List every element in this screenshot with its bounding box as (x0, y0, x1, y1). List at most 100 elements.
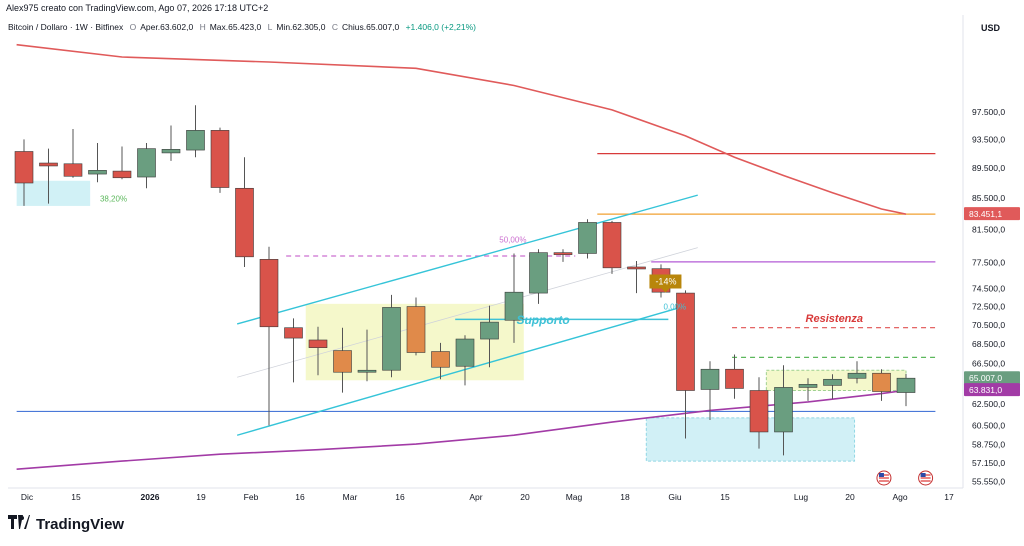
y-tick-label-3: 85.500,0 (972, 193, 1005, 203)
candle-body (823, 378, 842, 386)
currency-label: USD (981, 23, 1001, 33)
badge-65007: 65.007,0 (969, 373, 1002, 383)
candle-week-11 (284, 318, 303, 383)
candle-week-7 (186, 105, 205, 158)
x-tick-label-3: 19 (196, 492, 206, 502)
candle-body (700, 368, 720, 390)
candle-week-14 (357, 329, 377, 382)
y-tick-label-2: 89.500,0 (972, 163, 1005, 173)
y-tick-label-0: 97.500,0 (972, 107, 1005, 117)
candle-body (14, 151, 34, 184)
tradingview-logo[interactable]: TradingView (8, 515, 124, 533)
candle-week-32 (798, 378, 818, 401)
candle-week-15 (382, 294, 401, 378)
open-value: Aper.63.602,0 (140, 22, 194, 32)
x-tick-label-9: 20 (520, 492, 530, 502)
candle-body (186, 130, 205, 151)
channel-upper-line (236, 194, 698, 325)
x-tick-label-5: 16 (295, 492, 305, 502)
candle-body (137, 148, 156, 178)
candle-week-35 (872, 369, 891, 401)
change-value: +1.406,0 (+2,21%) (405, 22, 476, 32)
candle-body (455, 338, 475, 367)
candle-week-13 (333, 327, 352, 393)
candle-week-30 (749, 377, 769, 449)
close-label: C (331, 22, 339, 32)
y-tick-label-1: 93.500,0 (972, 134, 1005, 144)
callout-box (649, 274, 682, 293)
low-label: L (267, 22, 273, 32)
open-label: O (129, 22, 137, 32)
y-tick-label-13: 58.750,0 (972, 440, 1005, 450)
candle-body (798, 384, 818, 388)
flag-canton (878, 473, 884, 477)
tradingview-logo-icon (8, 515, 30, 533)
candle-week-25 (627, 261, 646, 294)
candle-week-12 (308, 326, 328, 376)
x-tick-label-10: Mag (566, 492, 583, 502)
x-tick-label-16: Ago (892, 492, 907, 502)
y-tick-label-8: 70.500,0 (972, 320, 1005, 330)
x-tick-label-12: Giu (668, 492, 682, 502)
badge-63831-bg (964, 383, 1020, 397)
candle-body (63, 163, 83, 177)
candle-body (847, 372, 867, 379)
candle-week-27 (676, 290, 695, 439)
x-tick-label-0: Dic (21, 492, 34, 502)
candle-body (259, 259, 279, 328)
candle-week-20 (504, 253, 524, 343)
candle-week-8 (210, 127, 230, 193)
candle-body (431, 351, 450, 368)
candle-body (529, 252, 548, 294)
y-tick-label-14: 57.150,0 (972, 458, 1005, 468)
x-tick-label-4: Feb (244, 492, 259, 502)
y-tick-label-11: 62.500,0 (972, 399, 1005, 409)
candle-week-22 (553, 249, 573, 262)
candle-week-17 (431, 342, 450, 380)
label-0-00: 0,00% (663, 302, 686, 311)
candle-week-10 (259, 246, 279, 426)
badge-83451-bg (964, 207, 1020, 221)
low-value: Min.62.305,0 (276, 22, 326, 32)
y-tick-label-9: 68.500,0 (972, 339, 1005, 349)
x-tick-label-8: Apr (469, 492, 482, 502)
candle-body (161, 149, 181, 154)
candle-body (896, 377, 916, 393)
x-tick-label-17: 17 (944, 492, 954, 502)
candle-body (235, 187, 254, 258)
candle-body (284, 327, 303, 339)
candle-body (210, 130, 230, 188)
x-tick-label-6: Mar (343, 492, 358, 502)
candle-body (333, 350, 352, 373)
candle-body (308, 339, 328, 348)
candle-body (676, 292, 695, 391)
candle-week-3 (88, 142, 107, 183)
callout-label: -14% (655, 277, 676, 287)
candle-week-5 (137, 142, 156, 189)
y-tick-label-10: 66.500,0 (972, 358, 1005, 368)
label-38-20: 38,20% (100, 194, 127, 203)
x-tick-label-1: 15 (71, 492, 81, 502)
candle-week-19 (480, 305, 499, 368)
badge-63831: 63.831,0 (969, 385, 1002, 395)
candle-week-36 (896, 374, 916, 407)
symbol-name[interactable]: Bitcoin / Dollaro · 1W · Bitfinex (8, 22, 124, 32)
candle-week-9 (235, 157, 254, 267)
candle-week-23 (578, 219, 597, 259)
flag-canton (920, 473, 926, 477)
x-tick-label-15: 20 (845, 492, 855, 502)
candle-body (39, 162, 58, 167)
candle-body (88, 170, 107, 175)
candle-body (872, 372, 891, 392)
label-supporto: Supporto (516, 313, 569, 327)
zone-left-cyan (16, 180, 91, 206)
label-resistenza: Resistenza (806, 313, 863, 325)
x-tick-label-14: Lug (794, 492, 808, 502)
candle-body (749, 390, 769, 433)
candle-week-6 (161, 125, 181, 161)
y-tick-label-6: 74.500,0 (972, 284, 1005, 294)
y-tick-label-12: 60.500,0 (972, 420, 1005, 430)
candle-week-16 (406, 297, 426, 356)
candle-body (627, 266, 646, 270)
